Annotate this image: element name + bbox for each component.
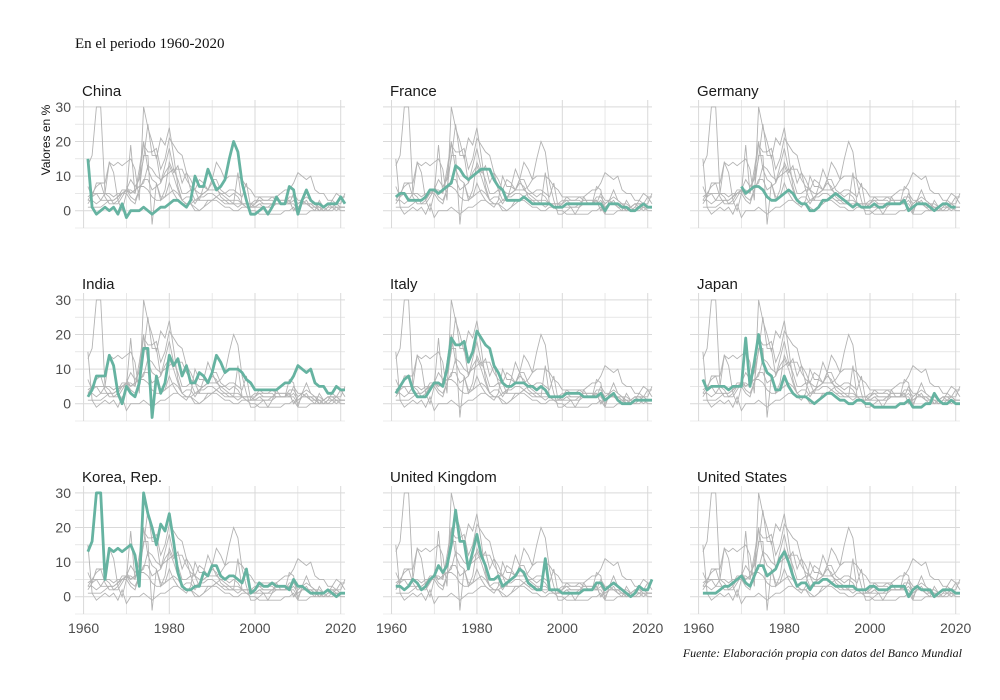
panel-title: France [390, 83, 437, 100]
background-series-line [702, 527, 960, 601]
y-tick-label: 10 [55, 554, 71, 570]
background-series-line [395, 540, 652, 611]
background-series-line [87, 540, 345, 611]
y-tick-label: 30 [55, 485, 71, 501]
panel-united-kingdom: United Kingdom 1960 1980 2000 2020 [376, 469, 664, 636]
chart-caption: Fuente: Elaboración propia con datos del… [682, 646, 962, 660]
background-series-line [87, 522, 345, 598]
panel-title: Korea, Rep. [82, 469, 162, 486]
panel-title: Japan [697, 276, 738, 293]
y-axis-label: Valores en % [39, 104, 53, 176]
panel-france: France [383, 83, 653, 229]
panel-title: United Kingdom [390, 469, 497, 486]
panel-china: China 0 10 20 30 [55, 83, 347, 229]
highlight-series-line [394, 164, 652, 213]
background-series-line [702, 522, 960, 598]
x-tick-label: 2020 [632, 620, 663, 636]
background-series-line [702, 141, 960, 215]
y-tick-label: 0 [63, 589, 71, 605]
y-tick-label: 20 [55, 134, 71, 150]
panel-title: India [82, 276, 115, 293]
panel-title: Germany [697, 83, 759, 100]
panel-germany: Germany [690, 83, 961, 229]
highlight-series-line [701, 333, 960, 409]
background-series-line [87, 154, 345, 225]
highlight-series-line [86, 346, 345, 419]
background-series-line [702, 357, 960, 405]
panel-india: India 0 10 20 30 [55, 276, 346, 422]
background-series-line [395, 334, 652, 408]
background-series-line [395, 347, 652, 418]
x-tick-label: 2020 [940, 620, 971, 636]
background-series-line [395, 141, 652, 215]
background-series-line [702, 329, 960, 405]
highlight-series-line [394, 329, 652, 406]
highlight-series-line [86, 140, 347, 220]
background-series-line [87, 329, 345, 405]
highlight-series-line [702, 550, 960, 599]
background-series-line [87, 334, 345, 408]
x-tick-label: 1980 [461, 620, 492, 636]
x-tick-label: 1960 [683, 620, 714, 636]
x-tick-label: 1980 [154, 620, 185, 636]
background-series-line [702, 347, 960, 418]
panel-korea-rep-: Korea, Rep. 0 10 20 30 1960 1980 2000 2020 [55, 469, 356, 636]
x-tick-label: 2020 [325, 620, 356, 636]
y-tick-label: 30 [55, 99, 71, 115]
highlight-series-line [86, 491, 345, 599]
background-series-line [395, 154, 652, 225]
background-series-line [702, 540, 960, 611]
x-tick-label: 1960 [376, 620, 407, 636]
y-tick-label: 0 [63, 203, 71, 219]
highlight-series-line [740, 185, 956, 213]
y-tick-label: 20 [55, 327, 71, 343]
background-series-line [87, 527, 345, 601]
panel-italy: Italy [383, 276, 653, 422]
x-tick-label: 2000 [547, 620, 578, 636]
panel-united-states: United States 1960 1980 2000 2020 [683, 469, 972, 636]
panel-title: United States [697, 469, 787, 486]
background-series-line [395, 527, 652, 601]
highlight-series-line [395, 508, 654, 599]
y-tick-label: 10 [55, 361, 71, 377]
y-tick-label: 20 [55, 520, 71, 536]
x-tick-label: 2000 [854, 620, 885, 636]
background-series-line [395, 357, 652, 405]
chart-subtitle: En el periodo 1960-2020 [75, 36, 225, 52]
panel-title: Italy [390, 276, 418, 293]
panel-japan: Japan [690, 276, 961, 422]
x-tick-label: 1980 [769, 620, 800, 636]
panel-title: China [82, 83, 122, 100]
background-series-line [702, 154, 960, 225]
background-series-line [87, 141, 345, 215]
y-tick-label: 0 [63, 396, 71, 412]
background-series-line [87, 357, 345, 405]
x-tick-label: 1960 [68, 620, 99, 636]
x-tick-label: 2000 [239, 620, 270, 636]
y-tick-label: 30 [55, 292, 71, 308]
y-tick-label: 10 [55, 168, 71, 184]
